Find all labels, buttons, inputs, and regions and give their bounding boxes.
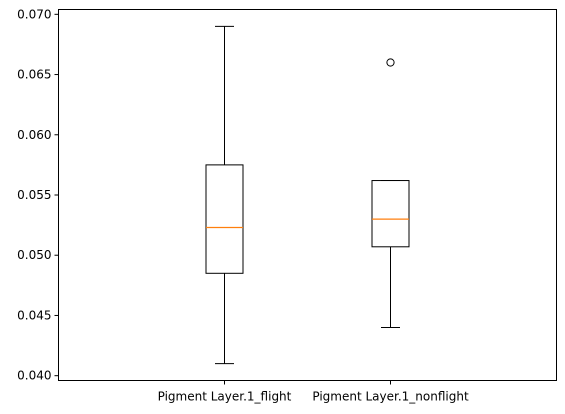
- plot-frame: [59, 10, 557, 381]
- x-axis: Pigment Layer.1_flight Pigment Layer.1_no…: [158, 381, 469, 404]
- x-tick-label: Pigment Layer.1_nonflight: [312, 390, 469, 404]
- y-tick-label: 0.060: [17, 128, 51, 142]
- plot-marks: [206, 26, 409, 363]
- y-axis: 0.040 0.045 0.050 0.055 0.060 0.065 0.070: [17, 7, 58, 382]
- iqr-box: [372, 181, 409, 247]
- y-tick-label: 0.040: [17, 369, 51, 383]
- outlier-point: [387, 59, 394, 66]
- box-group: [372, 59, 409, 328]
- box-group: [206, 26, 243, 363]
- y-tick-label: 0.055: [17, 188, 51, 202]
- y-tick-label: 0.050: [17, 248, 51, 262]
- x-tick-label: Pigment Layer.1_flight: [158, 390, 292, 404]
- y-tick-label: 0.070: [17, 7, 51, 21]
- iqr-box: [206, 165, 243, 273]
- y-tick-label: 0.065: [17, 68, 51, 82]
- y-tick-label: 0.045: [17, 308, 51, 322]
